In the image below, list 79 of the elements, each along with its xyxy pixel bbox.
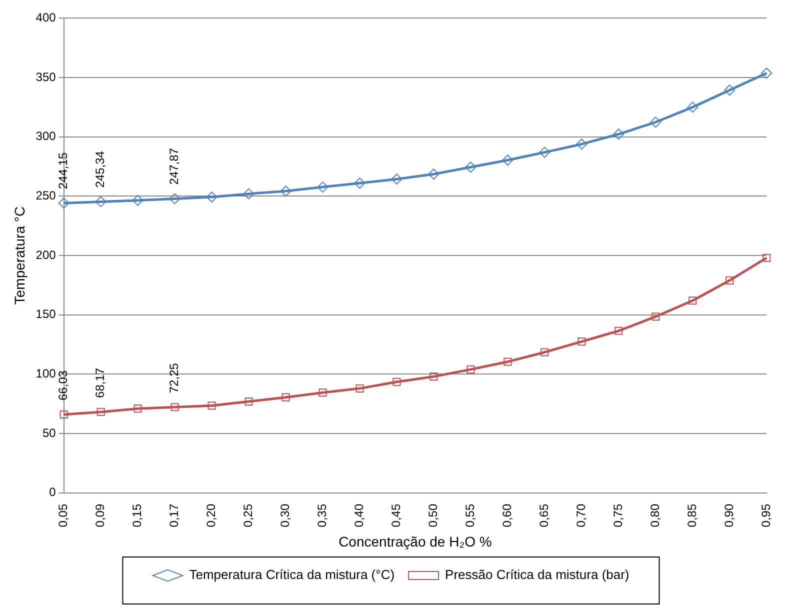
point [466, 365, 475, 374]
point [576, 138, 588, 150]
point [170, 403, 179, 412]
point [652, 312, 660, 321]
y-tick-label: 100 [36, 366, 56, 380]
point [762, 254, 771, 262]
point [392, 378, 401, 386]
x-tick-label: 0,80 [648, 504, 662, 528]
x-tick-label: 0,70 [574, 504, 588, 528]
point [650, 116, 662, 128]
x-tick-label: 0,95 [758, 504, 773, 528]
point [687, 102, 698, 113]
point [318, 388, 327, 397]
x-tick-label: 0,65 [536, 504, 551, 528]
point [280, 186, 292, 197]
x-tick-label: 0,25 [241, 504, 256, 528]
y-tick-label: 300 [36, 129, 56, 144]
point [206, 192, 218, 203]
y-tick-label: 50 [42, 426, 56, 440]
point [465, 162, 476, 173]
x-tick-label: 0,35 [315, 504, 330, 528]
x-tick-label: 0,55 [463, 504, 478, 528]
y-tick-label: 0 [49, 485, 56, 500]
point [132, 194, 144, 206]
point [208, 402, 216, 410]
point [539, 146, 550, 158]
point [502, 154, 514, 166]
point [354, 178, 366, 189]
point [578, 338, 586, 346]
point [726, 276, 734, 284]
point [243, 188, 254, 200]
x-tick-label: 0,15 [130, 504, 144, 528]
x-tick-label: 0,75 [610, 504, 625, 528]
point [169, 193, 180, 204]
x-tick-label: 0,30 [278, 504, 292, 528]
point [317, 182, 328, 193]
x-tick-label: 0,20 [204, 504, 218, 528]
data-label: 245,34 [93, 150, 108, 188]
point [540, 348, 549, 356]
x-tick-label: 0,60 [500, 504, 514, 528]
y-tick-label: 350 [36, 70, 56, 84]
x-tick-label: 0,40 [352, 504, 366, 528]
point [613, 128, 624, 140]
point [688, 296, 697, 305]
x-axis-title: Concentração de H₂O % [338, 533, 492, 550]
x-tick-label: 0,90 [722, 504, 736, 528]
point [282, 393, 290, 402]
data-label: 66,03 [56, 370, 70, 400]
point [614, 326, 623, 335]
point [391, 174, 402, 185]
x-tick-label: 0,50 [426, 504, 440, 528]
point [356, 384, 364, 392]
point [134, 404, 142, 413]
point [504, 358, 512, 366]
data-label: 247,87 [167, 148, 182, 185]
y-tick-label: 400 [36, 10, 56, 25]
point [761, 68, 772, 79]
data-label: 244,15 [56, 152, 70, 190]
data-label: 68,17 [93, 368, 108, 398]
point [95, 196, 106, 208]
y-axis-title: Temperatura °C [11, 206, 28, 305]
point [244, 397, 253, 406]
x-tick-label: 0,85 [684, 504, 699, 528]
point [96, 408, 105, 416]
data-label: 72,25 [167, 362, 182, 394]
x-tick-label: 0,45 [389, 504, 404, 528]
legend-label: Temperatura Crítica da mistura (°C) [189, 567, 395, 582]
x-tick-label: 0,05 [56, 504, 70, 528]
point [724, 84, 736, 96]
point [60, 410, 68, 419]
point [58, 198, 70, 209]
y-tick-label: 250 [36, 188, 56, 203]
legend-label: Pressão Crítica da mistura (bar) [445, 567, 630, 582]
y-tick-label: 200 [36, 248, 56, 262]
point [430, 372, 438, 381]
x-tick-label: 0,17 [167, 504, 182, 528]
x-tick-label: 0,09 [93, 504, 108, 528]
y-tick-label: 150 [36, 307, 56, 322]
point [428, 168, 440, 180]
